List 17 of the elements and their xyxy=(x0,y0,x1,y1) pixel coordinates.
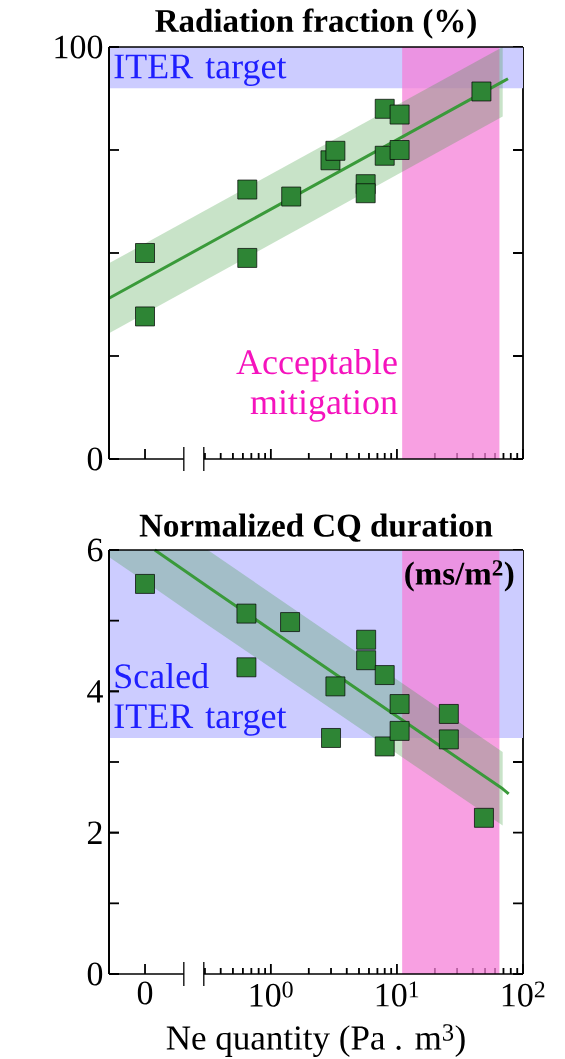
chart-title: Normalized CQ duration xyxy=(139,513,493,542)
y-tick-label: 100 xyxy=(55,35,103,59)
x-tick-label: 10$^{1}$ xyxy=(376,981,419,1007)
x-axis-title: Ne quantity (Pa . m$^{3}$) xyxy=(166,1024,465,1058)
y-tick-label: 0 xyxy=(87,447,103,471)
y-tick-label: 6 xyxy=(87,538,103,562)
band-label: ITER target xyxy=(114,54,287,86)
y-tick-label: 0 xyxy=(87,962,103,986)
x-tick-label: 10$^{2}$ xyxy=(502,981,545,1007)
x-tick-label: 10$^{0}$ xyxy=(250,981,293,1007)
annotation: (ms/m$^{2}$) xyxy=(405,560,514,592)
chart-title: Radiation fraction (%) xyxy=(155,8,476,39)
band-label: Acceptable mitigation xyxy=(236,348,398,422)
y-tick-label: 2 xyxy=(87,821,102,844)
band-label: Scaled ITER target xyxy=(114,663,287,736)
y-tick-label: 4 xyxy=(87,680,103,703)
x-tick-label: 0 xyxy=(137,981,153,1005)
